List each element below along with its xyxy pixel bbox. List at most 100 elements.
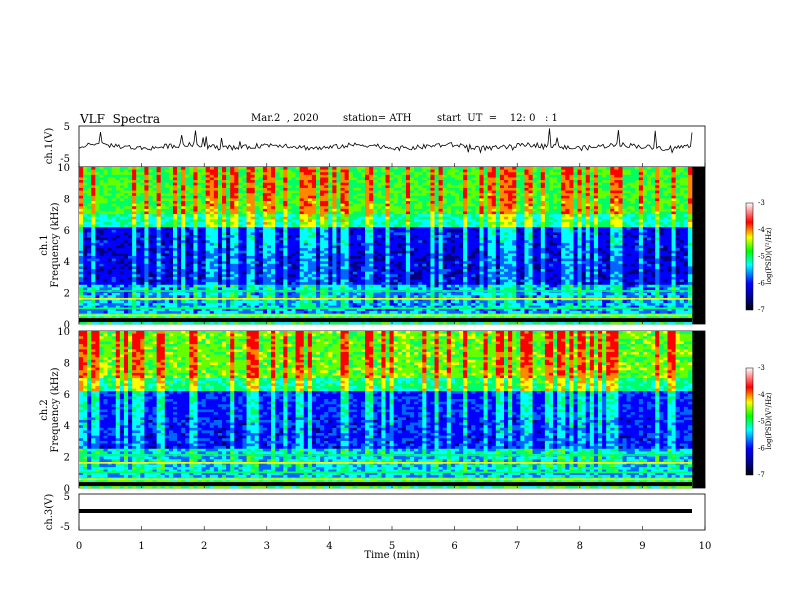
spectrogram-cell: [103, 266, 108, 270]
spectrogram-cell: [332, 182, 337, 186]
spectrogram-cell: [107, 316, 112, 320]
spectrogram-cell: [217, 284, 223, 288]
spectrogram-cell: [283, 187, 288, 191]
spectrogram-cell: [83, 248, 88, 252]
spectrogram-cell: [373, 203, 378, 207]
spectrogram-cell: [152, 193, 157, 197]
spectrogram-cell: [344, 221, 350, 225]
spectrogram-cell: [95, 227, 100, 231]
spectrogram-cell: [389, 206, 394, 210]
spectrogram-cell: [123, 305, 129, 309]
spectrogram-cell: [144, 195, 149, 199]
spectrogram-cell: [172, 174, 178, 178]
spectrogram-cell: [271, 295, 276, 299]
spectrogram-cell: [156, 269, 162, 272]
spectrogram-cell: [295, 292, 300, 296]
spectrogram-cell: [279, 174, 284, 178]
spectrogram-cell: [156, 295, 162, 299]
spectrogram-cell: [254, 269, 260, 272]
spectrogram-cell: [189, 224, 194, 228]
spectrogram-cell: [377, 195, 382, 199]
spectrogram-cell: [410, 235, 415, 238]
spectrogram-cell: [299, 266, 305, 270]
spectrogram-cell: [222, 258, 227, 262]
spectrogram-cell: [287, 177, 292, 181]
spectrogram-cell: [271, 321, 276, 325]
spectrogram-cell: [246, 174, 251, 178]
spectrogram-cell: [123, 187, 129, 191]
spectrogram-cell: [168, 295, 174, 299]
spectrogram-cell: [401, 261, 407, 265]
spectrogram-cell: [152, 235, 157, 238]
spectrogram-cell: [324, 282, 329, 286]
spectrogram-cell: [254, 221, 260, 225]
spectrogram-cell: [405, 310, 411, 314]
spectrogram-cell: [140, 169, 145, 173]
spectrogram-cell: [332, 224, 337, 228]
spectrogram-cell: [115, 219, 121, 223]
spectrogram-cell: [79, 308, 84, 312]
spectrogram-cell: [177, 242, 182, 246]
spectrogram-cell: [148, 214, 153, 218]
spectrogram-cell: [291, 271, 296, 275]
spectrogram-cell: [242, 279, 247, 283]
spectrogram-cell: [377, 206, 382, 210]
spectrogram-cell: [258, 203, 264, 207]
spectrogram-cell: [262, 193, 268, 197]
spectrogram-cell: [111, 187, 117, 191]
spectrogram-cell: [250, 211, 256, 215]
spectrogram-cell: [291, 321, 296, 325]
spectrogram-cell: [222, 174, 227, 178]
spectrogram-cell: [205, 232, 211, 236]
spectrogram-cell: [205, 282, 211, 286]
spectrogram-cell: [148, 316, 153, 320]
spectrogram-cell: [385, 211, 390, 215]
spectrogram-cell: [401, 195, 407, 199]
spectrogram-cell: [266, 282, 272, 286]
spectrogram-cell: [79, 316, 84, 320]
spectrogram-cell: [352, 300, 358, 304]
spectrogram-cell: [250, 269, 256, 272]
spectrogram-cell: [332, 185, 337, 189]
spectrogram-cell: [160, 274, 166, 278]
spectrogram-cell: [340, 303, 345, 306]
spectrogram-cell: [205, 193, 211, 197]
spectrogram-cell: [197, 227, 202, 231]
spectrogram-cell: [152, 263, 157, 267]
spectrogram-cell: [103, 214, 108, 218]
spectrogram-cell: [303, 245, 309, 249]
spectrogram-cell: [328, 258, 333, 262]
spectrogram-cell: [205, 274, 211, 278]
spectrogram-cell: [217, 206, 223, 210]
spectrogram-cell: [377, 269, 382, 272]
spectrogram-cell: [356, 250, 362, 254]
spectrogram-cell: [213, 308, 219, 312]
spectrogram-cell: [234, 255, 239, 259]
spectrogram-cell: [405, 167, 411, 170]
spectrogram-cell: [320, 253, 325, 257]
spectrogram-cell: [152, 266, 157, 270]
spectrogram-cell: [177, 250, 182, 254]
spectrogram-cell: [299, 172, 305, 176]
spectrogram-cell: [389, 274, 394, 278]
spectrogram-cell: [181, 250, 186, 254]
spectrogram-cell: [295, 253, 300, 257]
spectrogram-cell: [373, 195, 378, 199]
spectrogram-cell: [393, 208, 399, 212]
spectrogram-cell: [405, 282, 411, 286]
spectrogram-cell: [385, 172, 390, 176]
spectrogram-cell: [283, 305, 288, 309]
spectrogram-cell: [340, 305, 345, 309]
spectrogram-cell: [254, 167, 260, 170]
spectrogram-cell: [238, 208, 243, 212]
spectrogram-cell: [132, 316, 137, 320]
spectrogram-cell: [369, 258, 374, 262]
spectrogram-cell: [324, 203, 329, 207]
spectrogram-cell: [377, 229, 382, 233]
spectrogram-cell: [238, 227, 243, 231]
spectrogram-cell: [360, 305, 366, 309]
spectrogram-cell: [356, 235, 362, 238]
spectrogram-cell: [181, 201, 186, 204]
spectrogram-cell: [295, 193, 300, 197]
spectrogram-cell: [414, 279, 419, 283]
